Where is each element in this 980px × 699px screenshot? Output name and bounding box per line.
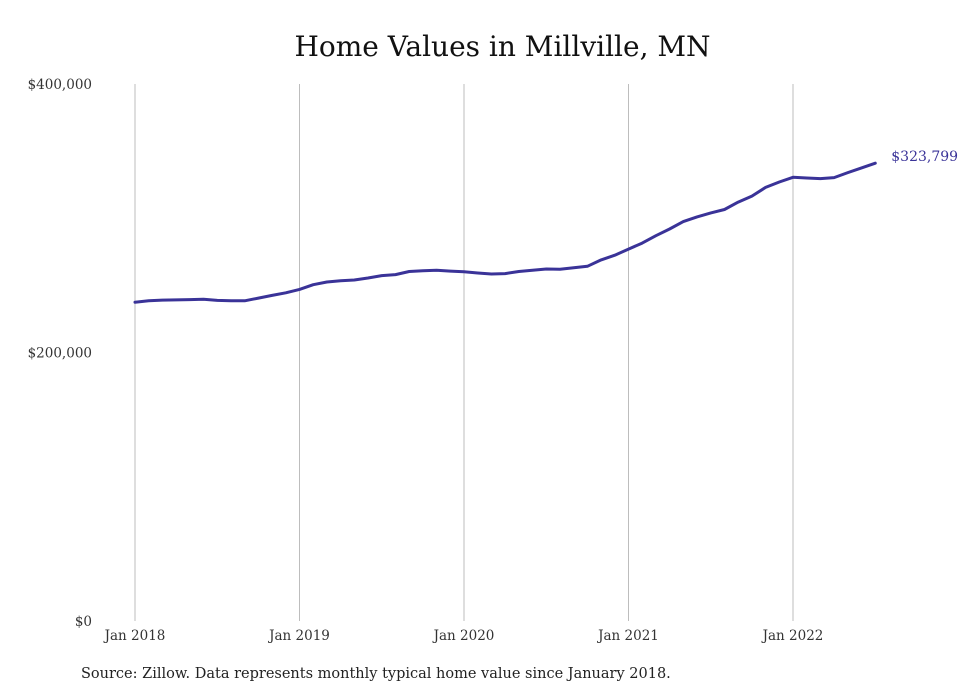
x-axis-ticks: Jan 2018 Jan 2019 Jan 2020 Jan 2021 Jan 2022 [103,628,824,644]
chart-title: Home Values in Millville, MN [294,30,711,63]
x-tick-label: Jan 2019 [267,628,330,644]
y-axis-ticks: $0 $200,000 $400,000 [28,77,92,630]
x-tick-label: Jan 2020 [432,628,495,644]
source-note: Source: Zillow. Data represents monthly … [81,666,671,682]
y-tick-label: $200,000 [28,346,92,362]
series-line [133,161,877,304]
x-tick-label: Jan 2022 [761,628,824,644]
end-value-label: $323,799 [891,149,958,165]
y-tick-label: $400,000 [28,77,92,93]
gridlines [134,84,794,621]
x-tick-label: Jan 2018 [103,628,166,644]
x-tick-label: Jan 2021 [596,628,659,644]
series-layer: $323,799 [133,149,958,304]
y-tick-label: $0 [75,614,92,630]
